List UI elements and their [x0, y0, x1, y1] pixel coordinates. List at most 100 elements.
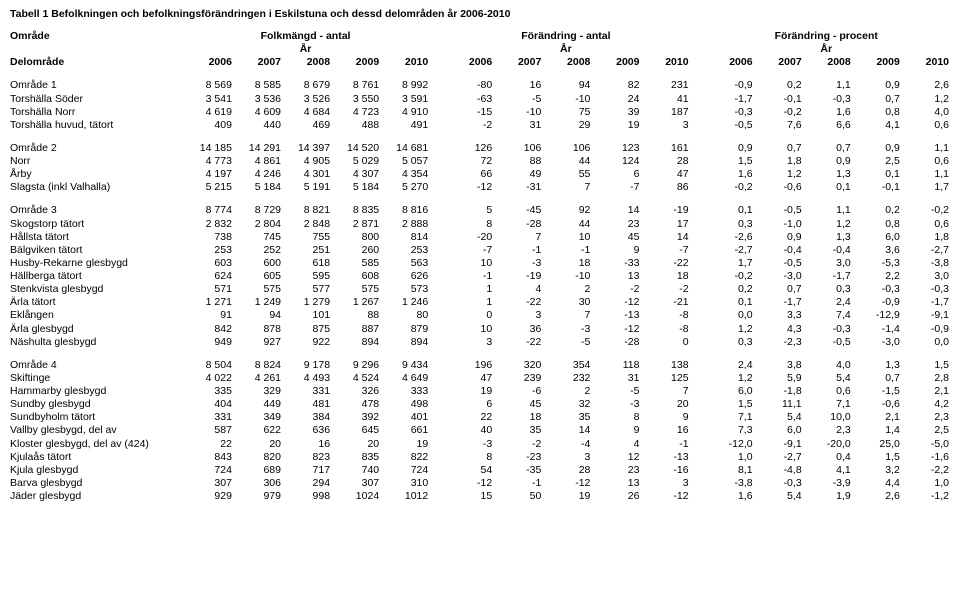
cell: 29	[541, 119, 590, 132]
cell: 600	[232, 257, 281, 270]
header-year: 2010	[639, 56, 688, 69]
cell: -0,3	[900, 283, 949, 296]
cell: -20	[443, 231, 492, 244]
cell: 927	[232, 336, 281, 349]
cell: 998	[281, 490, 330, 503]
cell: 4	[590, 438, 639, 451]
cell: 0	[443, 309, 492, 322]
cell: 106	[492, 142, 541, 155]
cell: 19	[541, 490, 590, 503]
cell: 724	[183, 464, 232, 477]
cell: 7	[541, 181, 590, 194]
header-year: 2006	[443, 56, 492, 69]
cell: 32	[541, 398, 590, 411]
cell: -5,3	[851, 257, 900, 270]
cell: -31	[492, 181, 541, 194]
cell: 6,0	[753, 424, 802, 437]
cell: 0,8	[851, 218, 900, 231]
cell: 307	[183, 477, 232, 490]
cell: 595	[281, 270, 330, 283]
cell: 4,0	[802, 359, 851, 372]
cell: 8	[443, 451, 492, 464]
cell: 404	[183, 398, 232, 411]
table-row: Torshälla huvud, tätort409440469488491-2…	[10, 119, 949, 132]
cell: 1,6	[802, 106, 851, 119]
cell: 19	[379, 438, 428, 451]
cell: 23	[590, 464, 639, 477]
row-label: Område 2	[10, 142, 183, 155]
cell: 0,2	[851, 204, 900, 217]
cell: 3,6	[851, 244, 900, 257]
cell: 2,3	[900, 411, 949, 424]
row-label: Norr	[10, 155, 183, 168]
cell: 5 215	[183, 181, 232, 194]
cell: 0,4	[802, 451, 851, 464]
cell: 124	[590, 155, 639, 168]
cell: 2 871	[330, 218, 379, 231]
cell: 0,9	[753, 231, 802, 244]
cell: 14 681	[379, 142, 428, 155]
cell: 18	[492, 411, 541, 424]
cell: 823	[281, 451, 330, 464]
cell: 1 267	[330, 296, 379, 309]
cell: 9 296	[330, 359, 379, 372]
table-row: Näshulta glesbygd9499279228948943-22-5-2…	[10, 336, 949, 349]
table-row: Sundby glesbygd40444948147849864532-3201…	[10, 398, 949, 411]
cell: -1	[541, 244, 590, 257]
cell: -3,8	[900, 257, 949, 270]
cell: 5 191	[281, 181, 330, 194]
cell: 16	[492, 79, 541, 92]
cell: 307	[330, 477, 379, 490]
cell: 622	[232, 424, 281, 437]
cell: 1,0	[900, 477, 949, 490]
table-row: Sundbyholm tätort33134938439240122183589…	[10, 411, 949, 424]
cell: -15	[443, 106, 492, 119]
header-ar: År År År	[10, 43, 949, 56]
cell: 0,9	[802, 155, 851, 168]
cell: 10	[443, 323, 492, 336]
cell: -19	[639, 204, 688, 217]
cell: 94	[232, 309, 281, 322]
cell: -12	[639, 490, 688, 503]
cell: 26	[590, 490, 639, 503]
header-year: 2008	[541, 56, 590, 69]
cell: 94	[541, 79, 590, 92]
cell: 2,1	[900, 385, 949, 398]
cell: 41	[639, 93, 688, 106]
cell: -1,7	[704, 93, 753, 106]
cell: -0,1	[851, 181, 900, 194]
cell: 54	[443, 464, 492, 477]
table-row: Hållsta tätort738745755800814-207104514-…	[10, 231, 949, 244]
cell: 814	[379, 231, 428, 244]
cell: 0,6	[802, 385, 851, 398]
cell: 47	[443, 372, 492, 385]
cell: -5	[541, 336, 590, 349]
table-row: Skogstorp tätort2 8322 8042 8482 8712 88…	[10, 218, 949, 231]
cell: 843	[183, 451, 232, 464]
cell: 331	[183, 411, 232, 424]
cell: 605	[232, 270, 281, 283]
cell: 1 249	[232, 296, 281, 309]
table-row: Område 48 5048 8249 1789 2969 4341963203…	[10, 359, 949, 372]
row-label: Eklången	[10, 309, 183, 322]
cell: -2,7	[753, 451, 802, 464]
cell: 306	[232, 477, 281, 490]
row-label: Område 1	[10, 79, 183, 92]
cell: 3	[639, 477, 688, 490]
cell: 8 816	[379, 204, 428, 217]
cell: 101	[281, 309, 330, 322]
cell: -21	[639, 296, 688, 309]
table-row: Kloster glesbygd, del av (424)2220162019…	[10, 438, 949, 451]
cell: 4 301	[281, 168, 330, 181]
cell: 16	[281, 438, 330, 451]
row-label: Barva glesbygd	[10, 477, 183, 490]
cell: 15	[443, 490, 492, 503]
header-group-pct: Förändring - procent	[704, 30, 950, 43]
cell: 603	[183, 257, 232, 270]
row-label: Torshälla huvud, tätort	[10, 119, 183, 132]
cell: 4 197	[183, 168, 232, 181]
header-groups: Område Folkmängd - antal Förändring - an…	[10, 30, 949, 43]
cell: 35	[492, 424, 541, 437]
row-label: Husby-Rekarne glesbygd	[10, 257, 183, 270]
cell: 585	[330, 257, 379, 270]
